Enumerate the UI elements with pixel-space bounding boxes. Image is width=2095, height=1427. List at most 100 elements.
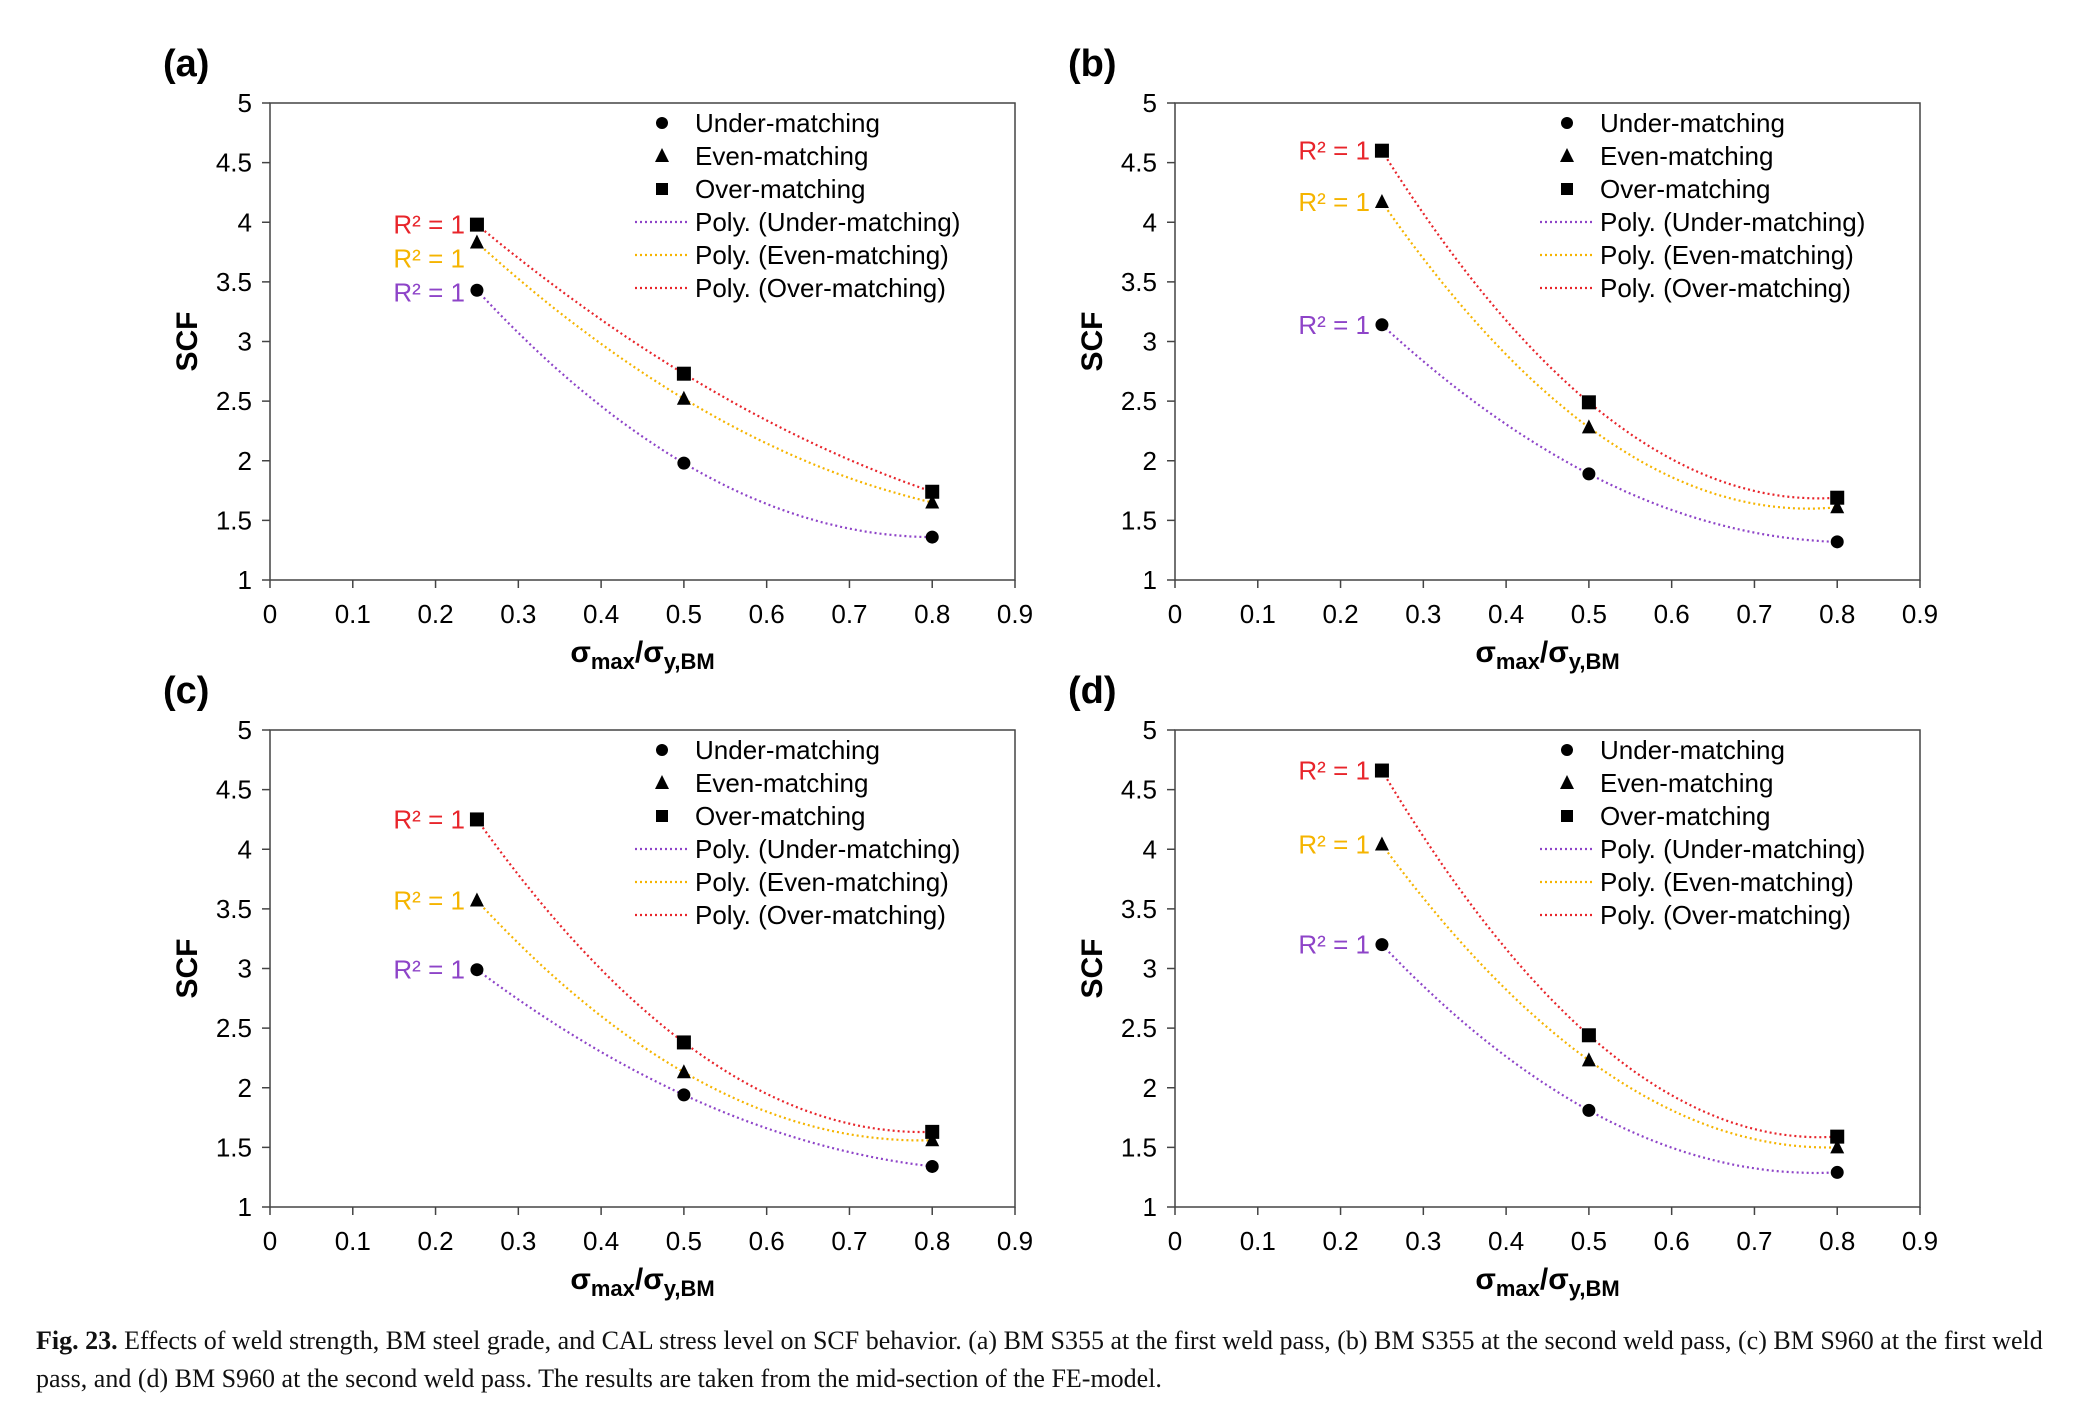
trendline-under-matching — [476, 968, 933, 1168]
r2-annotation: R² = 1 — [1298, 829, 1370, 859]
x-axis-label-part: σ — [570, 1263, 591, 1296]
y-tick-label: 5 — [238, 88, 252, 118]
x-axis-label-subscript: y,BM — [664, 649, 715, 674]
x-axis-label-subscript: max — [1496, 1276, 1541, 1301]
chart-panel: (a) 1 1.5 2 2.5 3 3.5 4 4.5 5 0 0.1 0.2 0.3 0.4 0.5 0.6 0… — [163, 43, 1033, 674]
y-tick-label: 2.5 — [216, 386, 252, 416]
y-tick-label: 3.5 — [216, 894, 252, 924]
legend-label: Poly. (Over-matching) — [695, 900, 946, 930]
legend-label: Poly. (Under-matching) — [695, 834, 960, 864]
x-tick-label: 0.6 — [1654, 599, 1690, 629]
y-tick-label: 4 — [1143, 207, 1157, 237]
y-tick-label: 1.5 — [216, 1132, 252, 1162]
legend-label: Poly. (Over-matching) — [1600, 900, 1851, 930]
y-tick-label: 2 — [238, 446, 252, 476]
data-point-even — [676, 390, 691, 405]
plot-frame — [1174, 729, 1921, 1208]
r2-annotation: R² = 1 — [393, 244, 465, 274]
x-axis-label-part: /σ — [635, 636, 664, 669]
legend-label: Under-matching — [1600, 108, 1785, 138]
r2-annotation: R² = 1 — [393, 210, 465, 240]
data-point-even — [469, 234, 484, 249]
trendline-even-matching — [476, 899, 933, 1142]
trendline-under-matching — [1381, 943, 1838, 1175]
panel-label: (b) — [1068, 43, 1117, 85]
legend-label: Poly. (Under-matching) — [1600, 207, 1865, 237]
x-tick-label: 0 — [263, 1226, 277, 1256]
y-tick-label: 4.5 — [216, 775, 252, 805]
panel-label: (a) — [163, 43, 209, 85]
x-tick-label: 0.1 — [1240, 1226, 1276, 1256]
x-tick-label: 0 — [263, 599, 277, 629]
x-tick-label: 0.2 — [417, 1226, 453, 1256]
x-tick-label: 0.1 — [335, 1226, 371, 1256]
legend-label: Even-matching — [1600, 768, 1773, 798]
y-tick-label: 2.5 — [216, 1013, 252, 1043]
x-tick-label: 0.8 — [1819, 599, 1855, 629]
data-point-under — [1830, 535, 1844, 549]
r2-annotation: R² = 1 — [393, 278, 465, 308]
x-tick-label: 0.2 — [417, 599, 453, 629]
y-axis-label: SCF — [1076, 939, 1109, 999]
y-tick-label: 4.5 — [1121, 148, 1157, 178]
x-tick-label: 0.7 — [831, 1226, 867, 1256]
legend-label: Over-matching — [1600, 801, 1771, 831]
legend-label: Poly. (Under-matching) — [1600, 834, 1865, 864]
x-tick-label: 0.2 — [1322, 599, 1358, 629]
data-point-over — [469, 217, 484, 232]
x-axis-label-subscript: max — [591, 1276, 636, 1301]
figure-caption: Fig. 23. Effects of weld strength, BM st… — [36, 1322, 2066, 1398]
x-tick-label: 0.8 — [914, 599, 950, 629]
legend-marker-triangle — [655, 775, 669, 789]
plot-frame — [269, 102, 1016, 581]
chart-panel: (b) 1 1.5 2 2.5 3 3.5 4 4.5 5 0 0.1 0.2 0.3 0.4 0.5 0.6 0… — [1068, 43, 1938, 674]
x-axis-label-subscript: y,BM — [664, 1276, 715, 1301]
data-point-over — [1374, 763, 1389, 778]
x-tick-label: 0.1 — [335, 599, 371, 629]
x-tick-label: 0.3 — [500, 599, 536, 629]
x-tick-label: 0.3 — [1405, 1226, 1441, 1256]
data-point-even — [1374, 836, 1389, 851]
x-axis-label-part: /σ — [1540, 636, 1569, 669]
data-point-under — [1830, 1165, 1844, 1179]
data-point-even — [1581, 1052, 1596, 1067]
data-point-even — [469, 892, 484, 907]
panel-label: (c) — [163, 670, 209, 712]
x-axis-label-subscript: y,BM — [1569, 649, 1620, 674]
trendline-over-matching — [476, 223, 933, 493]
y-tick-label: 2 — [1143, 1073, 1157, 1103]
x-tick-label: 0.1 — [1240, 599, 1276, 629]
r2-annotation: R² = 1 — [393, 955, 465, 985]
data-point-even — [1830, 1139, 1845, 1154]
y-tick-label: 1 — [1143, 565, 1157, 595]
trendline-even-matching — [1381, 201, 1838, 510]
y-tick-label: 2 — [238, 1073, 252, 1103]
x-tick-label: 0.4 — [1488, 599, 1524, 629]
y-tick-label: 2.5 — [1121, 1013, 1157, 1043]
data-point-under — [677, 1088, 691, 1102]
figure-panels: (a) 1 1.5 2 2.5 3 3.5 4 4.5 5 0 0.1 0.2 0.3 0.4 0.5 0.6 0… — [163, 43, 1938, 1301]
x-tick-label: 0.3 — [500, 1226, 536, 1256]
x-axis-label-subscript: y,BM — [1569, 1276, 1620, 1301]
y-tick-label: 5 — [1143, 715, 1157, 745]
data-point-even — [925, 494, 940, 509]
x-axis-label-subscript: max — [1496, 649, 1541, 674]
y-tick-label: 1 — [238, 565, 252, 595]
x-axis-label: σmax/σy,BM — [1475, 1263, 1619, 1301]
x-axis-label-subscript: max — [591, 649, 636, 674]
x-axis-label: σmax/σy,BM — [570, 1263, 714, 1301]
data-point-under — [925, 1159, 939, 1173]
y-tick-label: 3 — [1143, 954, 1157, 984]
panel-label: (d) — [1068, 670, 1117, 712]
r2-annotation: R² = 1 — [1298, 310, 1370, 340]
y-axis-label: SCF — [171, 312, 204, 372]
y-tick-label: 4 — [238, 834, 252, 864]
r2-annotation: R² = 1 — [393, 804, 465, 834]
data-point-over — [469, 812, 484, 827]
x-tick-label: 0.7 — [1736, 1226, 1772, 1256]
data-point-even — [1374, 193, 1389, 208]
legend-marker-square — [656, 810, 668, 822]
y-tick-label: 4 — [1143, 834, 1157, 864]
trendline-over-matching — [476, 818, 933, 1134]
data-point-under — [470, 963, 484, 977]
